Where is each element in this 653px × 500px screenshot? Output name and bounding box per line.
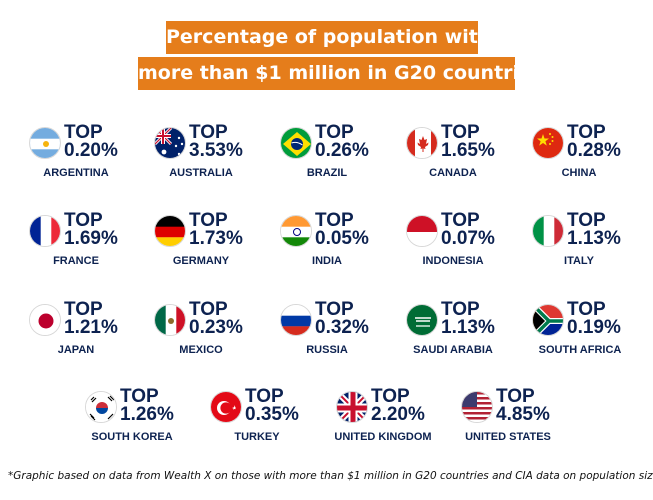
- country-card-south-africa: TOP 0.19% SOUTH AFRICA: [529, 300, 639, 364]
- mexico-flag-icon: [154, 304, 186, 336]
- country-name: SAUDI ARABIA: [413, 344, 493, 356]
- percentage-value: 1.13%: [567, 228, 621, 249]
- percentage-value: 1.69%: [64, 228, 118, 249]
- percentage-value: 0.23%: [189, 317, 243, 338]
- china-flag-icon: [532, 127, 564, 159]
- percentage-value: 3.53%: [189, 140, 243, 161]
- country-card-argentina: TOP 0.20% ARGENTINA: [26, 123, 136, 187]
- brazil-flag-icon: [280, 127, 312, 159]
- country-card-saudi-arabia: TOP 1.13% SAUDI ARABIA: [403, 300, 513, 364]
- germany-flag-icon: [154, 215, 186, 247]
- country-name: CANADA: [429, 167, 477, 179]
- top-label: TOP: [64, 122, 103, 143]
- percentage-value: 0.32%: [315, 317, 369, 338]
- australia-flag-icon: [154, 127, 186, 159]
- country-name: JAPAN: [57, 344, 95, 356]
- india-flag-icon: [280, 215, 312, 247]
- top-label: TOP: [315, 210, 354, 231]
- country-name: UNITED KINGDOM: [334, 431, 432, 443]
- country-card-mexico: TOP 0.23% MEXICO: [151, 300, 261, 364]
- percentage-value: 0.05%: [315, 228, 369, 249]
- title-line-2: more than $1 million in G20 countries: [138, 57, 543, 90]
- country-card-united-kingdom: TOP 2.20% UNITED KINGDOM: [333, 387, 443, 451]
- country-name: GERMANY: [172, 255, 230, 267]
- percentage-value: 1.73%: [189, 228, 243, 249]
- south-africa-flag-icon: [532, 304, 564, 336]
- top-label: TOP: [189, 299, 228, 320]
- country-name: SOUTH KOREA: [91, 431, 173, 443]
- country-name: MEXICO: [179, 344, 223, 356]
- top-label: TOP: [371, 386, 410, 407]
- country-name: INDIA: [312, 255, 342, 267]
- percentage-value: 1.13%: [441, 317, 495, 338]
- country-name: BRAZIL: [306, 167, 348, 179]
- country-card-australia: TOP 3.53% AUSTRALIA: [151, 123, 261, 187]
- country-name: ARGENTINA: [43, 167, 109, 179]
- country-card-russia: TOP 0.32% RUSSIA: [277, 300, 387, 364]
- percentage-value: 0.19%: [567, 317, 621, 338]
- country-card-japan: TOP 1.21% JAPAN: [26, 300, 136, 364]
- country-name: CHINA: [561, 167, 597, 179]
- argentina-flag-icon: [29, 127, 61, 159]
- top-label: TOP: [496, 386, 535, 407]
- country-name: FRANCE: [53, 255, 99, 267]
- top-label: TOP: [567, 299, 606, 320]
- percentage-value: 1.26%: [120, 404, 174, 425]
- top-label: TOP: [189, 210, 228, 231]
- top-label: TOP: [189, 122, 228, 143]
- japan-flag-icon: [29, 304, 61, 336]
- country-card-italy: TOP 1.13% ITALY: [529, 211, 639, 275]
- country-name: INDONESIA: [422, 255, 484, 267]
- country-name: UNITED STATES: [465, 431, 551, 443]
- top-label: TOP: [441, 210, 480, 231]
- italy-flag-icon: [532, 215, 564, 247]
- country-card-brazil: TOP 0.26% BRAZIL: [277, 123, 387, 187]
- country-card-south-korea: TOP 1.26% SOUTH KOREA: [82, 387, 192, 451]
- turkey-flag-icon: [210, 391, 242, 423]
- country-name: SOUTH AFRICA: [538, 344, 622, 356]
- country-card-turkey: TOP 0.35% TURKEY: [207, 387, 317, 451]
- country-name: RUSSIA: [306, 344, 348, 356]
- top-label: TOP: [441, 122, 480, 143]
- footnote: *Graphic based on data from Wealth X on …: [8, 470, 653, 482]
- country-card-france: TOP 1.69% FRANCE: [26, 211, 136, 275]
- top-label: TOP: [120, 386, 159, 407]
- country-name: ITALY: [564, 255, 594, 267]
- uk-flag-icon: [336, 391, 368, 423]
- percentage-value: 0.35%: [245, 404, 299, 425]
- percentage-value: 4.85%: [496, 404, 550, 425]
- top-label: TOP: [315, 299, 354, 320]
- canada-flag-icon: [406, 127, 438, 159]
- country-card-indonesia: TOP 0.07% INDONESIA: [403, 211, 513, 275]
- top-label: TOP: [245, 386, 284, 407]
- russia-flag-icon: [280, 304, 312, 336]
- percentage-value: 0.26%: [315, 140, 369, 161]
- top-label: TOP: [315, 122, 354, 143]
- country-card-india: TOP 0.05% INDIA: [277, 211, 387, 275]
- country-card-germany: TOP 1.73% GERMANY: [151, 211, 261, 275]
- country-name: TURKEY: [234, 431, 280, 443]
- percentage-value: 2.20%: [371, 404, 425, 425]
- percentage-value: 0.20%: [64, 140, 118, 161]
- country-card-united-states: TOP 4.85% UNITED STATES: [458, 387, 568, 451]
- south-korea-flag-icon: [85, 391, 117, 423]
- country-card-canada: TOP 1.65% CANADA: [403, 123, 513, 187]
- percentage-value: 0.07%: [441, 228, 495, 249]
- percentage-value: 0.28%: [567, 140, 621, 161]
- top-label: TOP: [441, 299, 480, 320]
- percentage-value: 1.21%: [64, 317, 118, 338]
- us-flag-icon: [461, 391, 493, 423]
- country-card-china: TOP 0.28% CHINA: [529, 123, 639, 187]
- indonesia-flag-icon: [406, 215, 438, 247]
- top-label: TOP: [64, 210, 103, 231]
- title-line-1: Percentage of population with: [166, 21, 491, 54]
- percentage-value: 1.65%: [441, 140, 495, 161]
- france-flag-icon: [29, 215, 61, 247]
- top-label: TOP: [64, 299, 103, 320]
- top-label: TOP: [567, 210, 606, 231]
- country-name: AUSTRALIA: [169, 167, 233, 179]
- top-label: TOP: [567, 122, 606, 143]
- saudi-arabia-flag-icon: [406, 304, 438, 336]
